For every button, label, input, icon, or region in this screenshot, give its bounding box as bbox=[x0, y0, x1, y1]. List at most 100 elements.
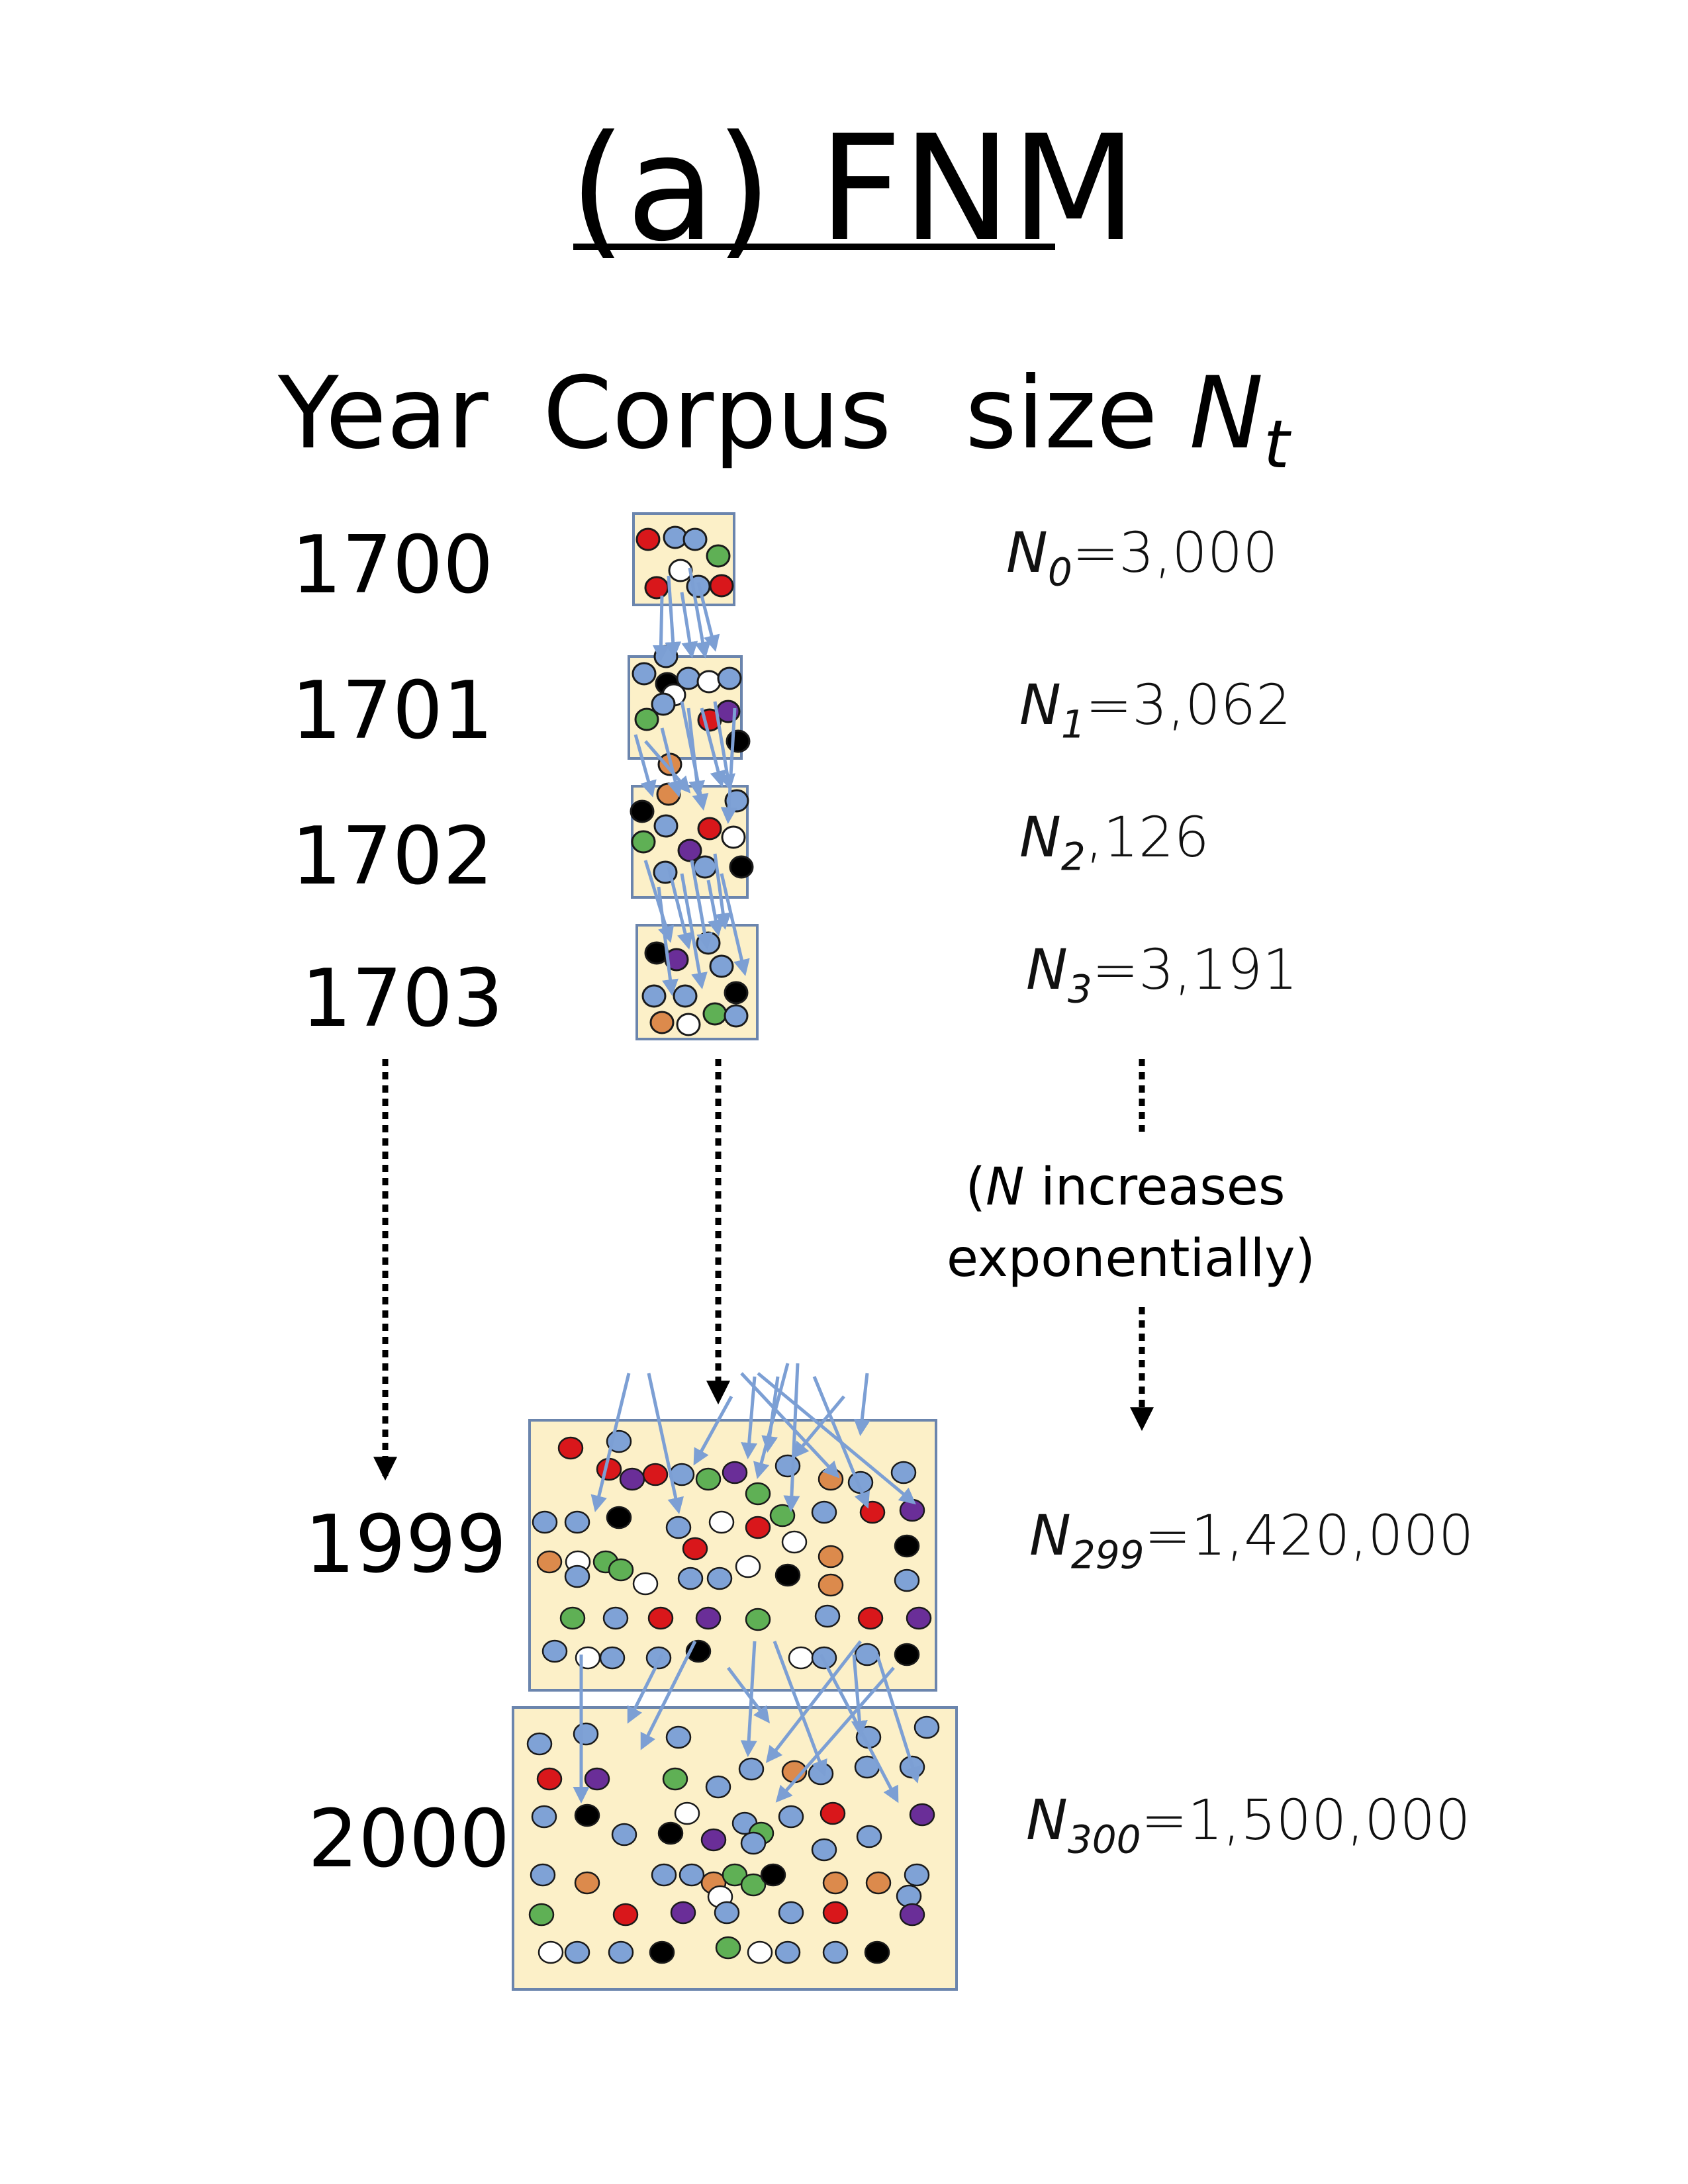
size-label-1701: N1=3,062 bbox=[1019, 672, 1291, 747]
document-dot bbox=[657, 1821, 684, 1845]
document-dot bbox=[708, 1510, 735, 1534]
document-dot bbox=[644, 576, 669, 600]
document-dot bbox=[641, 984, 667, 1008]
size-label-1999: N299=1,420,000 bbox=[1029, 1503, 1474, 1578]
document-dot bbox=[665, 1516, 692, 1539]
citation-arrow bbox=[690, 860, 713, 950]
year-label-1700: 1700 bbox=[291, 520, 494, 612]
document-dot bbox=[811, 1500, 837, 1524]
document-dot bbox=[700, 1828, 727, 1852]
year-label-1703: 1703 bbox=[301, 953, 504, 1045]
document-dot bbox=[856, 1825, 882, 1848]
document-dot bbox=[584, 1767, 610, 1791]
citation-arrow bbox=[665, 575, 682, 659]
document-dot bbox=[811, 1838, 837, 1862]
citation-arrow bbox=[680, 592, 698, 659]
document-dot bbox=[651, 692, 676, 716]
size-label-2000: N300=1,500,000 bbox=[1026, 1788, 1471, 1862]
document-dot bbox=[676, 1013, 701, 1036]
document-dot bbox=[664, 948, 689, 972]
document-dot bbox=[642, 1463, 669, 1486]
document-dot bbox=[612, 1903, 639, 1927]
document-dot bbox=[536, 1550, 563, 1574]
document-dot bbox=[541, 1639, 568, 1663]
document-dot bbox=[778, 1805, 804, 1829]
citation-arrow bbox=[765, 1640, 862, 1763]
document-dot bbox=[677, 839, 702, 862]
document-dot bbox=[818, 1545, 844, 1569]
document-dot bbox=[865, 1871, 892, 1895]
size-label-1700: N0=3,000 bbox=[1006, 520, 1278, 595]
citation-arrow bbox=[700, 707, 727, 788]
document-dot bbox=[557, 1436, 584, 1460]
document-dot bbox=[697, 817, 722, 841]
year-label-1999: 1999 bbox=[305, 1499, 507, 1591]
citation-arrow bbox=[713, 701, 735, 791]
document-dot bbox=[632, 1572, 659, 1596]
document-dot bbox=[726, 729, 751, 753]
citation-arrow bbox=[775, 1666, 895, 1803]
document-dot bbox=[729, 855, 754, 879]
document-dot bbox=[634, 707, 659, 731]
document-dot bbox=[673, 984, 698, 1008]
document-dot bbox=[894, 1569, 920, 1592]
citation-arrows bbox=[573, 567, 921, 1803]
document-dot bbox=[649, 1011, 675, 1034]
document-dot bbox=[692, 855, 718, 879]
document-dot bbox=[747, 1940, 773, 1964]
citation-arrow bbox=[693, 1395, 733, 1466]
document-dot bbox=[714, 1901, 740, 1925]
title-underline bbox=[573, 244, 1055, 250]
document-dot bbox=[532, 1510, 558, 1534]
header-size-subscript: t bbox=[1263, 406, 1289, 483]
header-size-symbol: N bbox=[1189, 356, 1264, 471]
document-dot bbox=[573, 1722, 599, 1746]
document-dot bbox=[530, 1863, 556, 1887]
document-dot bbox=[599, 1646, 626, 1670]
document-dot bbox=[735, 1555, 761, 1578]
citation-arrow bbox=[680, 701, 709, 811]
document-dot bbox=[705, 1775, 731, 1799]
document-dot bbox=[899, 1903, 925, 1927]
document-dot bbox=[904, 1863, 930, 1887]
document-dot bbox=[695, 1467, 722, 1491]
document-dot bbox=[722, 1461, 748, 1484]
document-dot bbox=[696, 931, 721, 955]
citation-arrow bbox=[875, 1654, 921, 1784]
citation-arrow bbox=[706, 880, 724, 936]
document-dot bbox=[706, 544, 731, 568]
growth-note: (N increases exponentially) bbox=[947, 1158, 1315, 1289]
header-corpus: Corpus bbox=[543, 356, 892, 471]
document-dot bbox=[709, 574, 734, 598]
document-dot bbox=[574, 1871, 600, 1895]
document-dot bbox=[814, 1604, 841, 1628]
document-dot bbox=[774, 1940, 801, 1964]
citation-arrow bbox=[647, 1373, 684, 1514]
year-label-1702: 1702 bbox=[291, 811, 494, 903]
document-dot bbox=[738, 1757, 765, 1781]
document-dot bbox=[682, 527, 708, 551]
document-dot bbox=[564, 1940, 590, 1964]
document-dot bbox=[619, 1467, 645, 1491]
document-dot bbox=[647, 1606, 674, 1630]
document-dot bbox=[702, 1002, 727, 1026]
citation-arrow bbox=[720, 873, 750, 976]
citation-arrow bbox=[713, 853, 731, 930]
document-dot bbox=[774, 1563, 801, 1587]
document-dot bbox=[781, 1530, 808, 1554]
document-dot bbox=[822, 1871, 849, 1895]
header-size-prefix: size bbox=[965, 356, 1190, 471]
document-dot bbox=[788, 1646, 814, 1670]
document-dot bbox=[528, 1903, 555, 1927]
year-label-1701: 1701 bbox=[291, 665, 494, 757]
document-dot bbox=[894, 1643, 920, 1666]
document-dot bbox=[674, 1801, 700, 1825]
document-dot bbox=[602, 1606, 629, 1630]
document-dot bbox=[909, 1803, 935, 1827]
citation-arrow bbox=[688, 567, 711, 659]
document-dot bbox=[914, 1715, 940, 1739]
citation-arrow bbox=[741, 1376, 758, 1459]
document-dot bbox=[574, 1803, 600, 1827]
document-dot bbox=[632, 662, 657, 686]
